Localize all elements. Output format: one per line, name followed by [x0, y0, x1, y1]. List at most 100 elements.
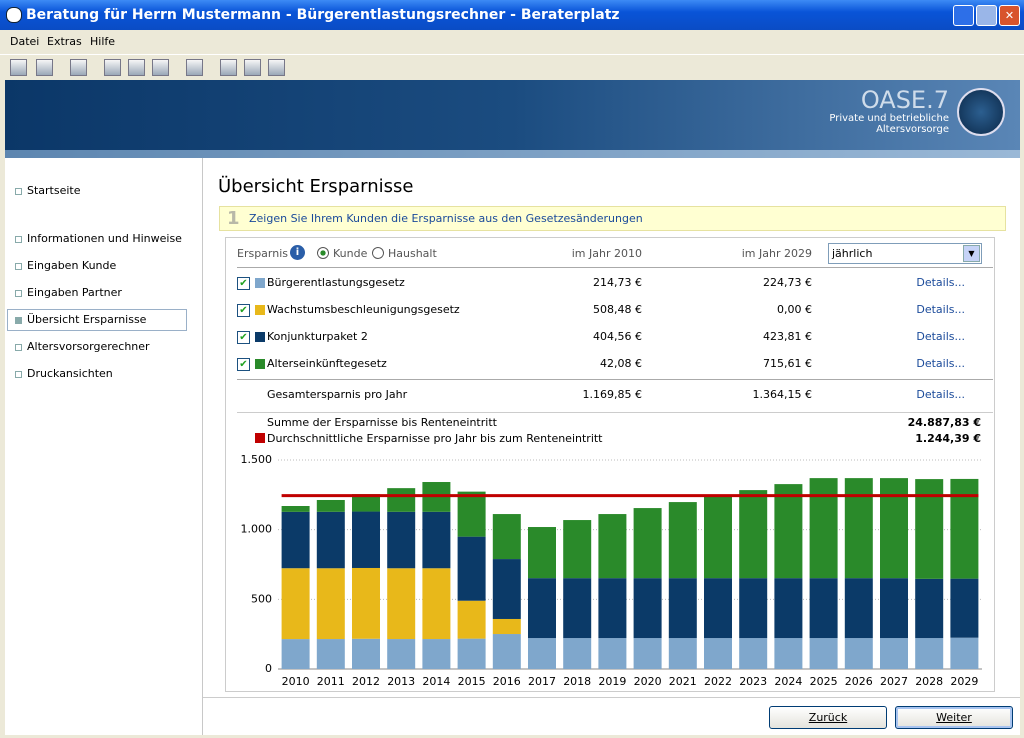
- legend-swatch: [255, 278, 265, 288]
- x-tick-label: 2018: [563, 675, 591, 688]
- window-title: Beratung für Herrn Mustermann - Bürgeren…: [26, 7, 620, 23]
- toolbar-icon[interactable]: [244, 59, 261, 76]
- bar-segment: [844, 638, 873, 669]
- bar-segment: [915, 479, 944, 579]
- title-bar: [0, 0, 1024, 30]
- y-tick-label: 1.500: [241, 453, 273, 466]
- bar-segment: [352, 567, 380, 639]
- menu-extras[interactable]: Extras: [47, 35, 82, 48]
- back-button[interactable]: Zurück: [769, 706, 887, 729]
- bar-segment: [668, 578, 697, 639]
- sidebar-item[interactable]: Übersicht Ersparnisse: [27, 313, 147, 326]
- legend-swatch: [255, 359, 265, 369]
- sidebar-item[interactable]: Informationen und Hinweise: [27, 232, 182, 245]
- details-link[interactable]: Details...: [916, 303, 965, 316]
- info-icon[interactable]: i: [290, 245, 305, 260]
- bar-segment: [387, 568, 416, 640]
- bar-segment: [633, 508, 662, 579]
- row-last: 715,61 €: [763, 357, 812, 370]
- bar-segment: [950, 578, 979, 638]
- radio[interactable]: [372, 247, 384, 259]
- row-last: 224,73 €: [763, 276, 812, 289]
- menu-datei[interactable]: Datei: [10, 35, 40, 48]
- bar-segment: [316, 568, 345, 640]
- bar-segment: [457, 638, 486, 669]
- bar-segment: [598, 638, 627, 669]
- maximize-button[interactable]: [976, 5, 997, 26]
- bar-segment: [422, 511, 451, 569]
- row-last: 0,00 €: [777, 303, 812, 316]
- close-button[interactable]: ✕: [999, 5, 1020, 26]
- total-first: 1.169,85 €: [582, 388, 642, 401]
- bar-segment: [809, 638, 838, 669]
- checkbox[interactable]: ✔: [237, 304, 250, 317]
- x-tick-label: 2017: [528, 675, 556, 688]
- bar-segment: [316, 639, 345, 669]
- radio-label[interactable]: Kunde: [333, 247, 368, 260]
- x-tick-label: 2024: [774, 675, 802, 688]
- x-tick-label: 2023: [739, 675, 767, 688]
- details-link[interactable]: Details...: [916, 330, 965, 343]
- bar-segment: [492, 634, 521, 669]
- bar-segment: [633, 578, 662, 639]
- legend-swatch: [255, 332, 265, 342]
- bar-segment: [563, 638, 592, 669]
- details-link[interactable]: Details...: [916, 276, 965, 289]
- radio-selected[interactable]: [317, 247, 329, 259]
- toolbar-icon[interactable]: [152, 59, 169, 76]
- y-tick-label: 500: [251, 592, 272, 605]
- checkbox[interactable]: ✔: [237, 277, 250, 290]
- summary-label: Summe der Ersparnisse bis Renteneintritt: [267, 416, 497, 429]
- sidebar-item[interactable]: Eingaben Kunde: [27, 259, 117, 272]
- sidebar-bullet: [15, 317, 22, 324]
- banner-stripe: [5, 150, 1020, 158]
- next-button[interactable]: Weiter: [895, 706, 1013, 729]
- row-name: Konjunkturpaket 2: [267, 330, 368, 343]
- brand-line: Altersvorsorge: [876, 124, 949, 135]
- toolbar-icon[interactable]: [104, 59, 121, 76]
- bar-segment: [457, 536, 486, 601]
- toolbar: [0, 54, 1024, 80]
- toolbar-icon[interactable]: [70, 59, 87, 76]
- bar-segment: [950, 478, 979, 579]
- toolbar-icon[interactable]: [128, 59, 145, 76]
- page-heading: Übersicht Ersparnisse: [218, 176, 414, 197]
- details-link[interactable]: Details...: [916, 357, 965, 370]
- bar-segment: [880, 638, 908, 669]
- checkbox[interactable]: ✔: [237, 331, 250, 344]
- bar-segment: [774, 484, 803, 579]
- x-tick-label: 2016: [493, 675, 521, 688]
- bar-segment: [915, 638, 944, 669]
- toolbar-icon[interactable]: [10, 59, 27, 76]
- sidebar-item[interactable]: Druckansichten: [27, 367, 113, 380]
- period-value: jährlich: [832, 247, 873, 260]
- bar-segment: [704, 638, 732, 669]
- bar-segment: [352, 494, 380, 512]
- row-first: 404,56 €: [593, 330, 642, 343]
- bar-segment: [598, 578, 627, 639]
- period-select[interactable]: [828, 243, 982, 264]
- minimize-button[interactable]: [953, 5, 974, 26]
- toolbar-icon[interactable]: [220, 59, 237, 76]
- x-tick-label: 2029: [950, 675, 978, 688]
- select-arrow[interactable]: ▼: [963, 245, 980, 262]
- x-tick-label: 2013: [387, 675, 415, 688]
- sidebar-item[interactable]: Altersvorsorgerechner: [27, 340, 150, 353]
- bar-segment: [809, 478, 838, 579]
- row-name: Bürgerentlastungsgesetz: [267, 276, 405, 289]
- sidebar-item[interactable]: Eingaben Partner: [27, 286, 122, 299]
- sidebar-bullet: [15, 290, 22, 297]
- sidebar-item[interactable]: Startseite: [27, 184, 81, 197]
- toolbar-icon[interactable]: [268, 59, 285, 76]
- menu-hilfe[interactable]: Hilfe: [90, 35, 116, 48]
- bar-segment: [528, 638, 556, 669]
- sidebar-bullet: [15, 371, 22, 378]
- details-link[interactable]: Details...: [916, 388, 965, 401]
- toolbar-icon[interactable]: [36, 59, 53, 76]
- x-tick-label: 2022: [704, 675, 732, 688]
- toolbar-icon[interactable]: [186, 59, 203, 76]
- radio-label[interactable]: Haushalt: [388, 247, 437, 260]
- checkbox[interactable]: ✔: [237, 358, 250, 371]
- x-tick-label: 2015: [458, 675, 486, 688]
- app-icon: [6, 7, 22, 23]
